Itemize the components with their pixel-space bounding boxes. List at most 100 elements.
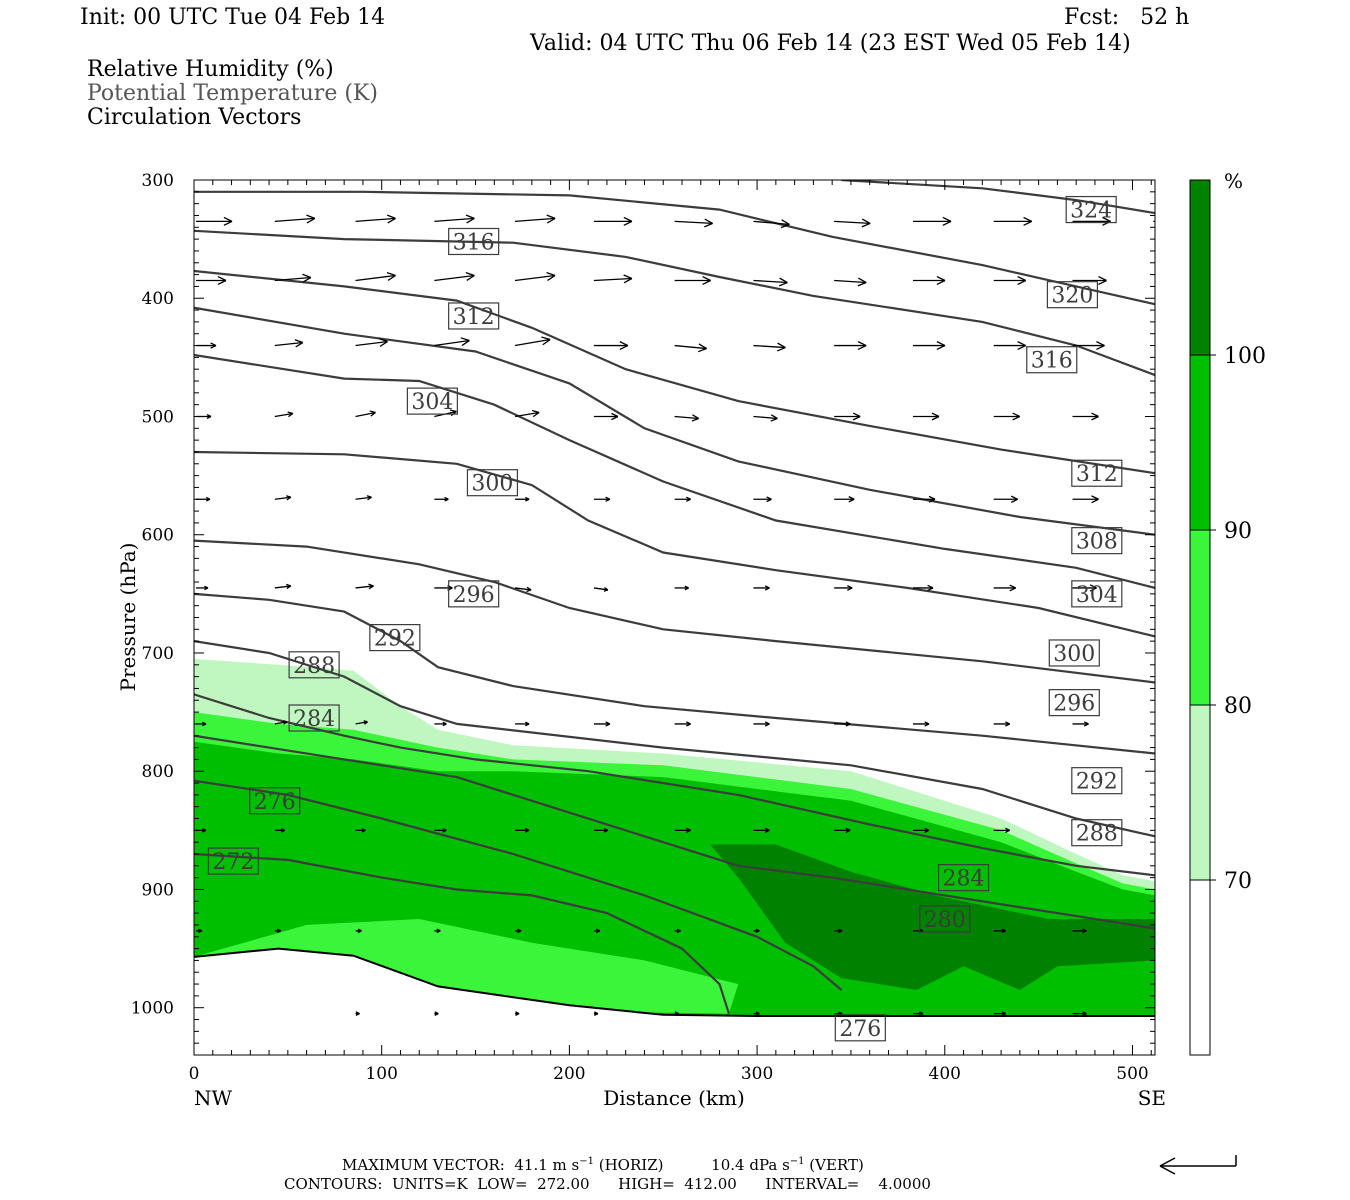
svg-text:288: 288: [1076, 822, 1118, 847]
contour-label-300: 300: [466, 469, 519, 497]
vector-arrow: [1072, 1011, 1087, 1017]
vector-arrow: [993, 216, 1032, 226]
valid-time: Valid: 04 UTC Thu 06 Feb 14 (23 EST Wed …: [530, 31, 1131, 56]
contour-label-316: 316: [1026, 346, 1078, 374]
contour-label-276: 276: [249, 787, 301, 815]
y-tick-label: 300: [142, 171, 174, 191]
vector-arrow: [196, 342, 217, 349]
vector-arrow: [1072, 412, 1099, 421]
svg-text:276: 276: [839, 1017, 881, 1042]
contour-label-276: 276: [834, 1014, 886, 1042]
vector-arrow: [593, 1011, 599, 1016]
colorbar-unit: %: [1224, 169, 1243, 193]
isentrope-292: [194, 592, 1155, 755]
vector-arrow: [434, 828, 447, 833]
vector-arrow: [515, 827, 530, 833]
contour-labels: 324 320 316 316 312 312 308 304 304 300 300 296 296 2…: [207, 195, 1123, 1042]
isentrope-316: [194, 229, 1155, 377]
contour-label-272: 272: [207, 847, 260, 875]
vector-arrow: [355, 928, 362, 934]
vector-arrow: [753, 496, 772, 503]
rh-fill-rh100: [710, 844, 1155, 990]
svg-text:320: 320: [1051, 284, 1093, 309]
svg-text:312: 312: [1076, 462, 1118, 487]
vector-arrow: [355, 495, 372, 501]
isentrope-304: [194, 353, 1155, 589]
reference-vector-icon: [1159, 1155, 1237, 1175]
vector-arrow: [434, 214, 475, 224]
vector-arrow: [593, 496, 611, 502]
isentrope-320: [194, 190, 1155, 306]
svg-text:292: 292: [1076, 770, 1118, 795]
vector-arrow: [274, 928, 282, 934]
vector-arrow: [355, 214, 396, 224]
vector-arrow: [1072, 341, 1105, 351]
y-tick-label: 900: [142, 880, 174, 900]
isentrope-312: [194, 269, 1155, 475]
terrain-line: [194, 947, 1155, 1017]
contour-label-312: 312: [448, 302, 500, 330]
contour-label-304: 304: [1071, 580, 1123, 608]
vector-arrow: [355, 828, 366, 833]
vector-arrow: [593, 341, 629, 351]
contour-label-284: 284: [288, 704, 340, 732]
x-tick-label: 200: [553, 1064, 585, 1084]
vector-arrow: [515, 214, 556, 224]
colorbar-label: 90: [1224, 519, 1252, 544]
isentrope-272: [194, 852, 730, 1014]
field-theta: Potential Temperature (K): [87, 81, 378, 106]
vector-arrow: [834, 721, 851, 727]
vector-arrow: [593, 587, 609, 592]
vector-arrow: [515, 272, 556, 282]
vector-arrow: [355, 410, 376, 418]
svg-text:324: 324: [1070, 199, 1112, 224]
isentrope-276: [194, 779, 843, 991]
y-tick-label: 500: [142, 407, 174, 427]
vector-arrow: [196, 216, 233, 226]
vector-arrow: [834, 585, 853, 591]
vector-arrow: [674, 218, 713, 228]
vector-arrow: [674, 827, 691, 834]
vector-arrow: [274, 339, 304, 348]
vector-arrow: [514, 409, 540, 418]
vector-arrow: [674, 585, 689, 591]
contour-label-324: 324: [1065, 195, 1117, 224]
vector-arrow: [834, 496, 855, 503]
contour-label-296: 296: [448, 580, 500, 608]
svg-text:304: 304: [411, 390, 453, 415]
colorbar-label: 100: [1224, 344, 1266, 369]
isentrope-296: [194, 539, 1155, 684]
colorbar-segment: [1189, 354, 1211, 531]
x-tick-label: 500: [1116, 1064, 1148, 1084]
isentrope-308: [194, 306, 1155, 536]
vector-arrow: [993, 495, 1018, 503]
svg-text:296: 296: [453, 583, 495, 608]
vector-arrow: [274, 411, 294, 418]
field-rh: Relative Humidity (%): [87, 57, 334, 82]
vector-arrow: [674, 721, 691, 727]
contour-label-280: 280: [919, 905, 971, 933]
vector-arrow: [834, 341, 867, 351]
vector-arrow: [753, 219, 790, 229]
svg-text:280: 280: [924, 908, 966, 933]
vector-arrow: [912, 412, 940, 421]
vector-arrow: [515, 496, 530, 502]
vector-arrow: [434, 1011, 439, 1016]
vector-arrow: [674, 414, 699, 422]
vector-arrow: [593, 928, 601, 934]
x-tick-label: 300: [741, 1064, 773, 1084]
x-tick-label: 0: [189, 1064, 200, 1084]
svg-text:312: 312: [453, 305, 495, 330]
contour-label-292: 292: [369, 624, 421, 652]
y-tick-label: 700: [142, 644, 174, 664]
contours-info: CONTOURS: UNITS=K LOW= 272.00 HIGH= 412.…: [284, 1175, 931, 1193]
vector-arrow: [1072, 584, 1097, 592]
vector-arrow: [753, 1011, 760, 1016]
vector-arrow: [912, 276, 946, 286]
y-tick-label: 600: [142, 526, 174, 546]
vector-arrow: [834, 277, 867, 287]
svg-text:272: 272: [212, 850, 254, 875]
vector-arrow: [434, 496, 449, 502]
vector-arrow: [912, 721, 930, 727]
